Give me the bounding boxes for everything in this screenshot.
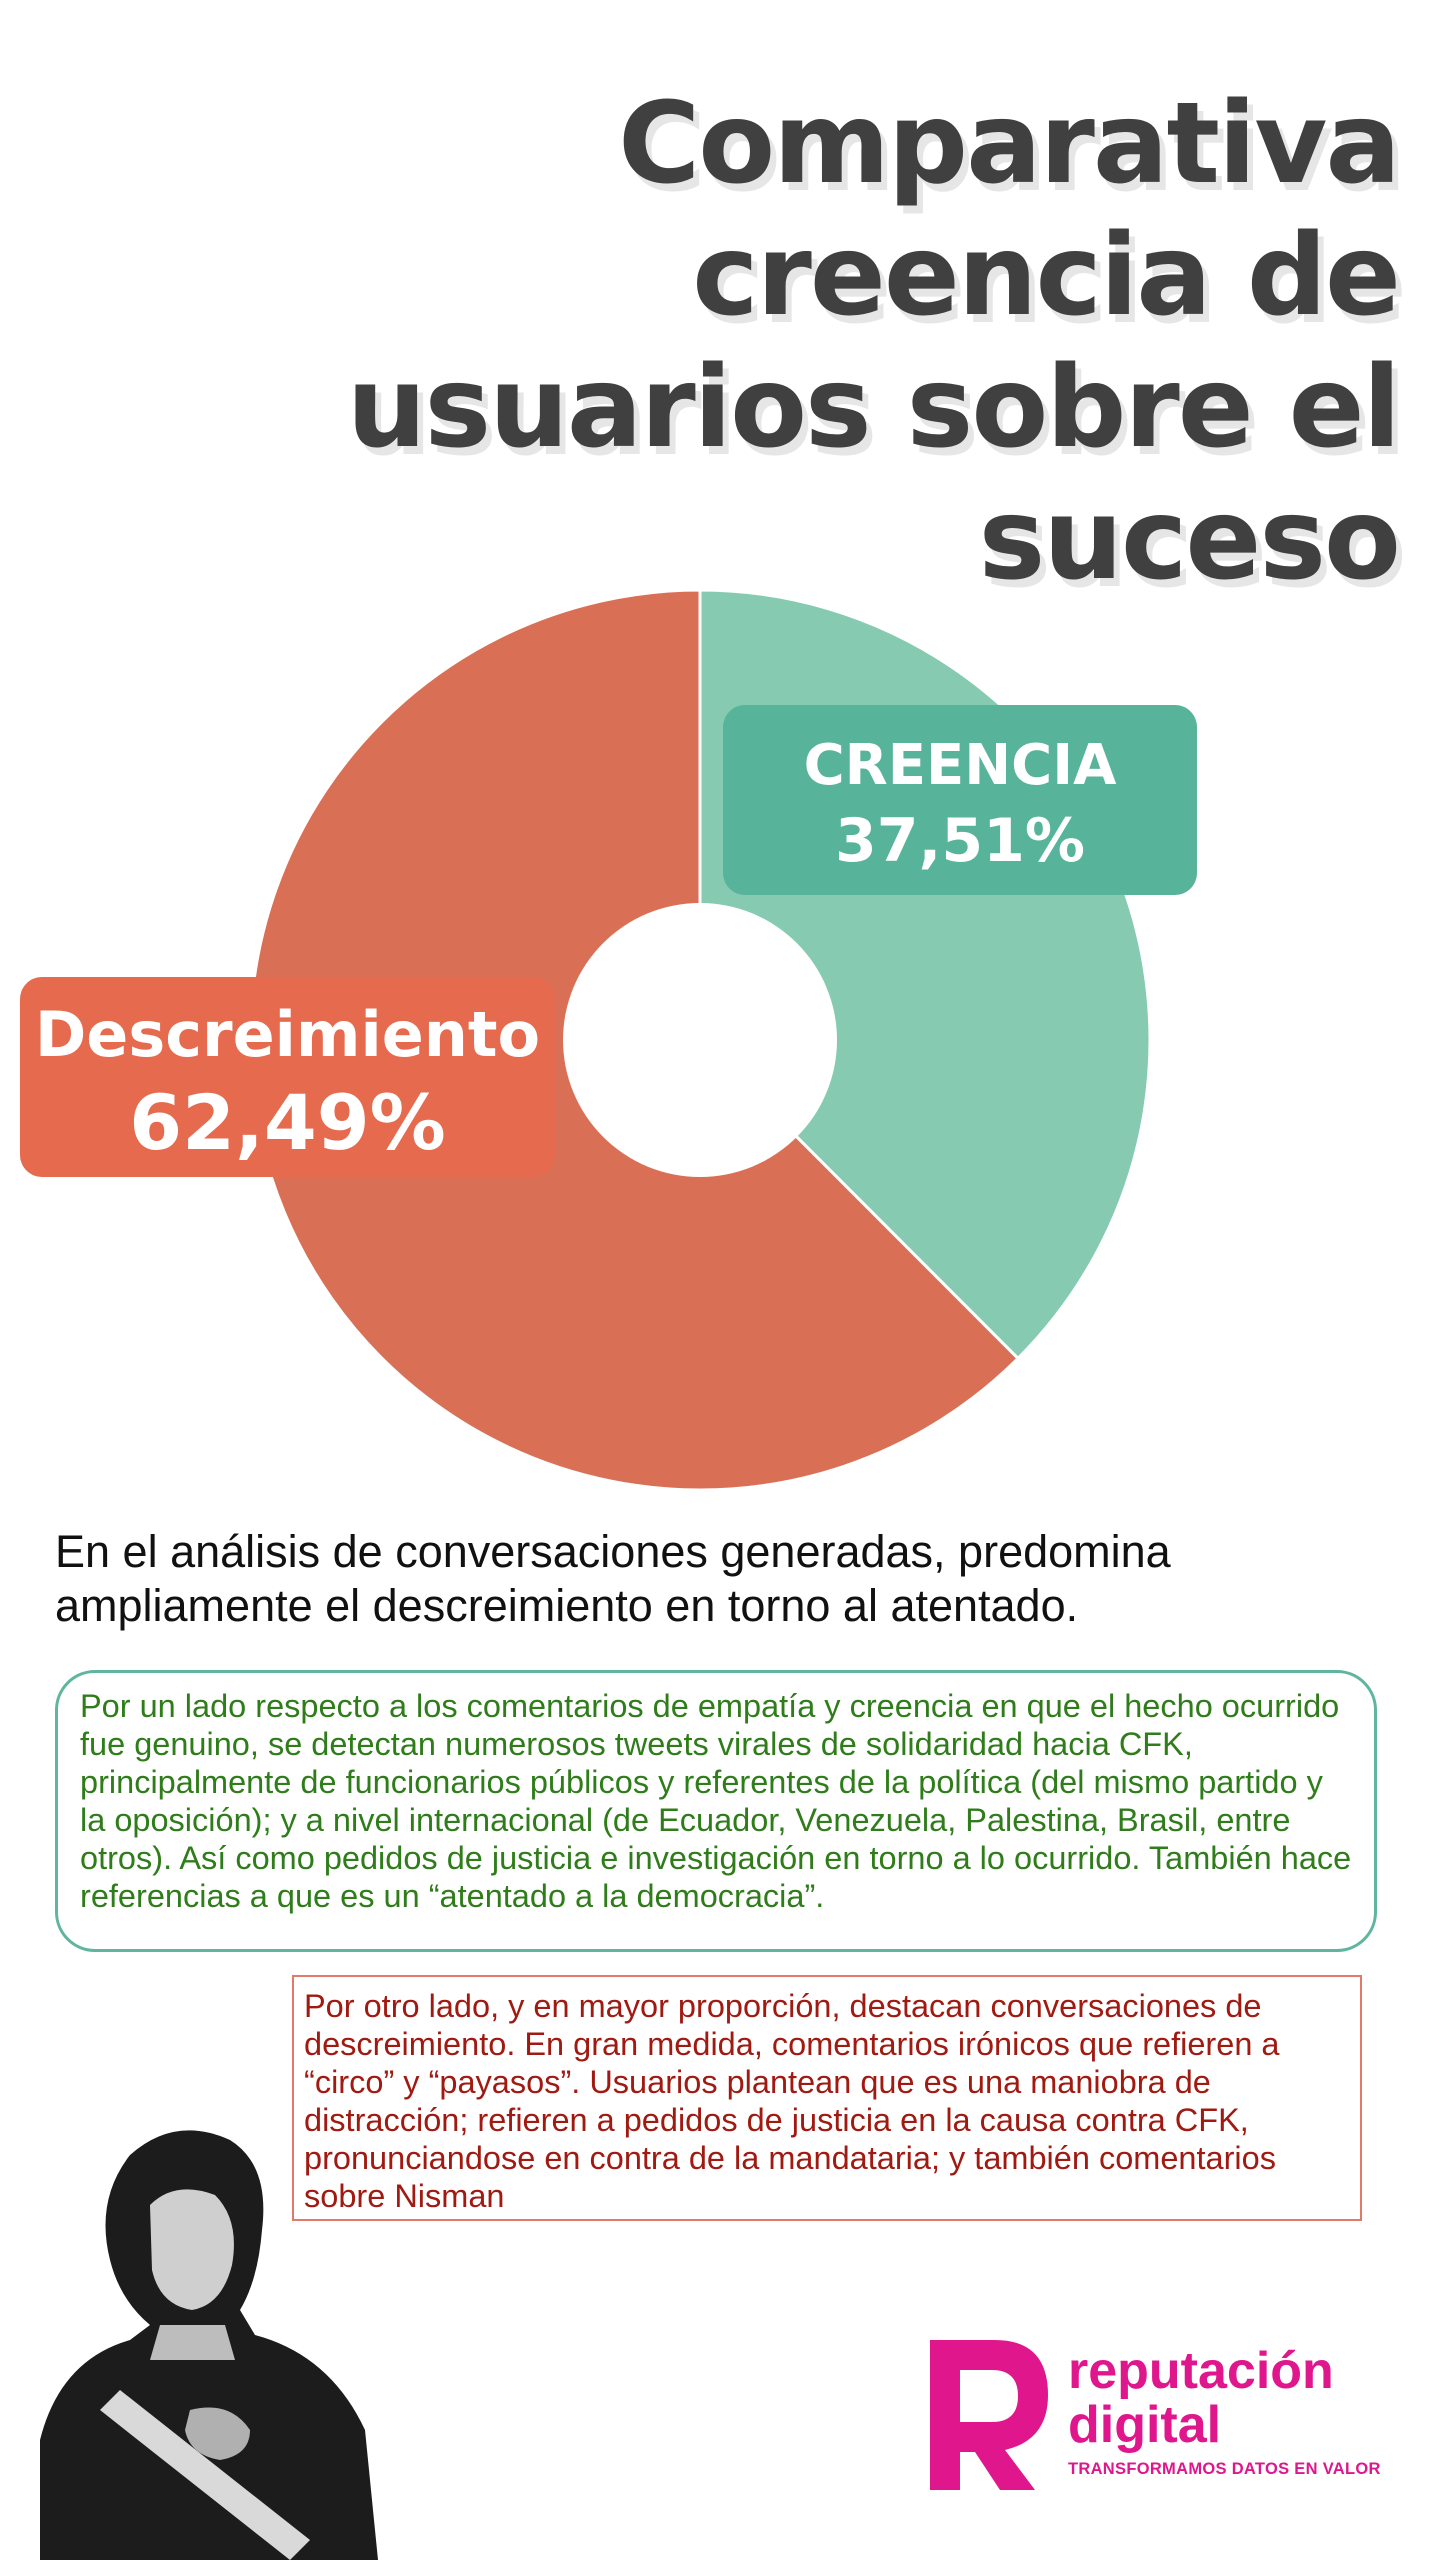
label-descreimiento-name: Descreimiento — [34, 998, 541, 1071]
label-creencia: CREENCIA 37,51% — [723, 705, 1197, 895]
logo-tagline: TRANSFORMAMOS DATOS EN VALOR — [1068, 2460, 1381, 2478]
pie-chart: CREENCIA 37,51% Descreimiento 62,49% — [20, 588, 1197, 1492]
pie-chart-svg — [248, 588, 1152, 1492]
pie-center-hole — [563, 903, 837, 1177]
label-creencia-name: CREENCIA — [803, 733, 1117, 798]
paragraph-descreimiento: Por otro lado, y en mayor proporción, de… — [292, 1975, 1362, 2221]
label-descreimiento-value: 62,49% — [129, 1078, 446, 1167]
logo: reputación digital TRANSFORMAMOS DATOS E… — [930, 2340, 1390, 2490]
page-title: Comparativa creencia de usuarios sobre e… — [346, 79, 1401, 605]
logo-mark-icon — [930, 2340, 1048, 2490]
portrait-photo — [40, 2130, 378, 2560]
logo-name: reputación digital — [1068, 2342, 1334, 2454]
paragraph-creencia: Por un lado respecto a los comentarios d… — [55, 1670, 1377, 1952]
summary-text: En el análisis de conversaciones generad… — [55, 1526, 1171, 1631]
label-descreimiento: Descreimiento 62,49% — [20, 977, 555, 1177]
label-creencia-value: 37,51% — [835, 806, 1085, 876]
